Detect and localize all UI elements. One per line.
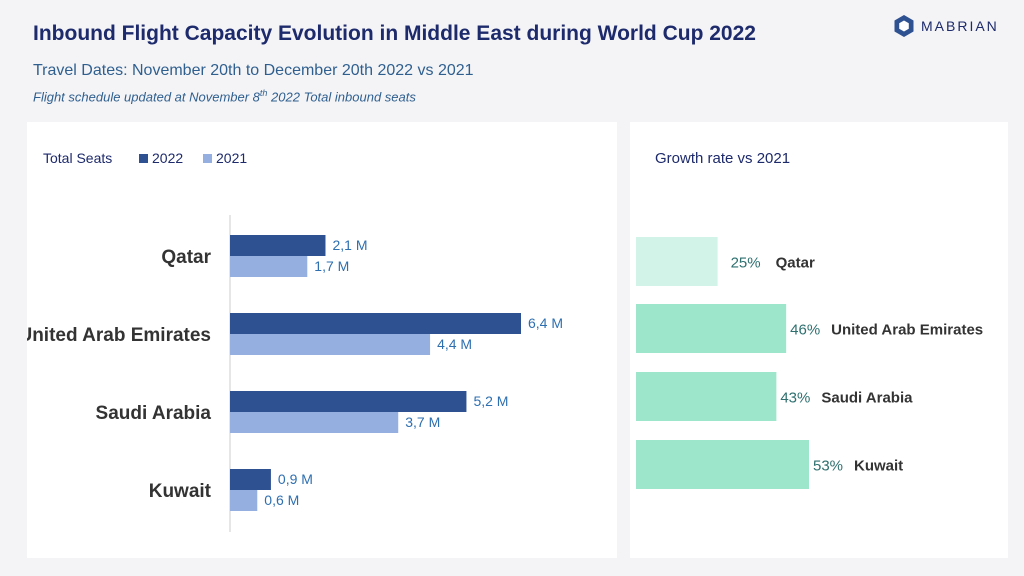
data-note-text-end: 2022 Total inbound seats	[267, 89, 416, 105]
bar-2022-united-arab-emirates	[230, 313, 521, 334]
data-label-2021-united-arab-emirates: 4,4 M	[437, 336, 472, 352]
data-note-superscript: th	[259, 88, 268, 98]
growth-category-qatar: Qatar	[776, 255, 815, 272]
legend-label-2022: 2022	[152, 150, 183, 166]
category-label-saudi-arabia: Saudi Arabia	[96, 403, 212, 424]
data-label-2022-united-arab-emirates: 6,4 M	[528, 315, 563, 331]
bar-2022-kuwait	[230, 469, 271, 490]
data-label-2021-kuwait: 0,6 M	[264, 492, 299, 508]
brand-logo: MABRIAN	[893, 14, 999, 38]
chart-subtitle: Travel Dates: November 20th to December …	[33, 62, 474, 79]
growth-value-united-arab-emirates: 46%	[790, 322, 820, 339]
growth-bar-united-arab-emirates	[636, 304, 787, 353]
bar-2021-united-arab-emirates	[230, 334, 431, 355]
data-label-2022-saudi-arabia: 5,2 M	[473, 393, 508, 409]
data-label-2022-qatar: 2,1 M	[332, 237, 367, 253]
data-note: Flight schedule updated at November 8th …	[33, 88, 416, 104]
data-label-2021-qatar: 1,7 M	[314, 258, 349, 274]
growth-bar-kuwait	[636, 440, 809, 489]
legend-swatch-2021	[203, 154, 212, 163]
chart-title: Inbound Flight Capacity Evolution in Mid…	[33, 22, 756, 45]
category-label-qatar: Qatar	[161, 247, 211, 268]
growth-category-kuwait: Kuwait	[854, 458, 903, 475]
category-label-kuwait: Kuwait	[149, 481, 212, 502]
legend-swatch-2022	[139, 154, 148, 163]
growth-category-united-arab-emirates: United Arab Emirates	[831, 322, 983, 339]
category-label-united-arab-emirates: United Arab Emirates	[27, 325, 211, 346]
total-seats-chart: Total Seats 2022 2021 Qatar 2,1 M 1,7 M United…	[18, 150, 563, 532]
growth-value-kuwait: 53%	[813, 458, 843, 475]
total-seats-panel: Total Seats 2022 2021 Qatar 2,1 M 1,7 M United…	[18, 122, 617, 558]
growth-value-qatar: 25%	[731, 255, 761, 272]
growth-category-saudi-arabia: Saudi Arabia	[821, 390, 913, 407]
legend-label-2021: 2021	[216, 150, 247, 166]
growth-bar-qatar	[636, 237, 718, 286]
growth-chart-title: Growth rate vs 2021	[655, 150, 790, 167]
data-label-2021-saudi-arabia: 3,7 M	[405, 414, 440, 430]
growth-rate-panel: Growth rate vs 2021 25% Qatar 46% United Ara…	[630, 122, 1008, 558]
bar-2021-saudi-arabia	[230, 412, 399, 433]
brand-name: MABRIAN	[921, 18, 999, 34]
bar-2021-qatar	[230, 256, 308, 277]
bar-2022-qatar	[230, 235, 326, 256]
data-label-2022-kuwait: 0,9 M	[278, 471, 313, 487]
growth-value-saudi-arabia: 43%	[780, 390, 810, 407]
legend-title: Total Seats	[43, 150, 112, 166]
bar-2021-kuwait	[230, 490, 258, 511]
data-note-text: Flight schedule updated at November 8	[33, 89, 260, 105]
bar-2022-saudi-arabia	[230, 391, 467, 412]
hexagon-logo-icon	[894, 15, 914, 37]
growth-bar-saudi-arabia	[636, 372, 777, 421]
growth-rate-chart: Growth rate vs 2021 25% Qatar 46% United Ara…	[636, 150, 983, 489]
